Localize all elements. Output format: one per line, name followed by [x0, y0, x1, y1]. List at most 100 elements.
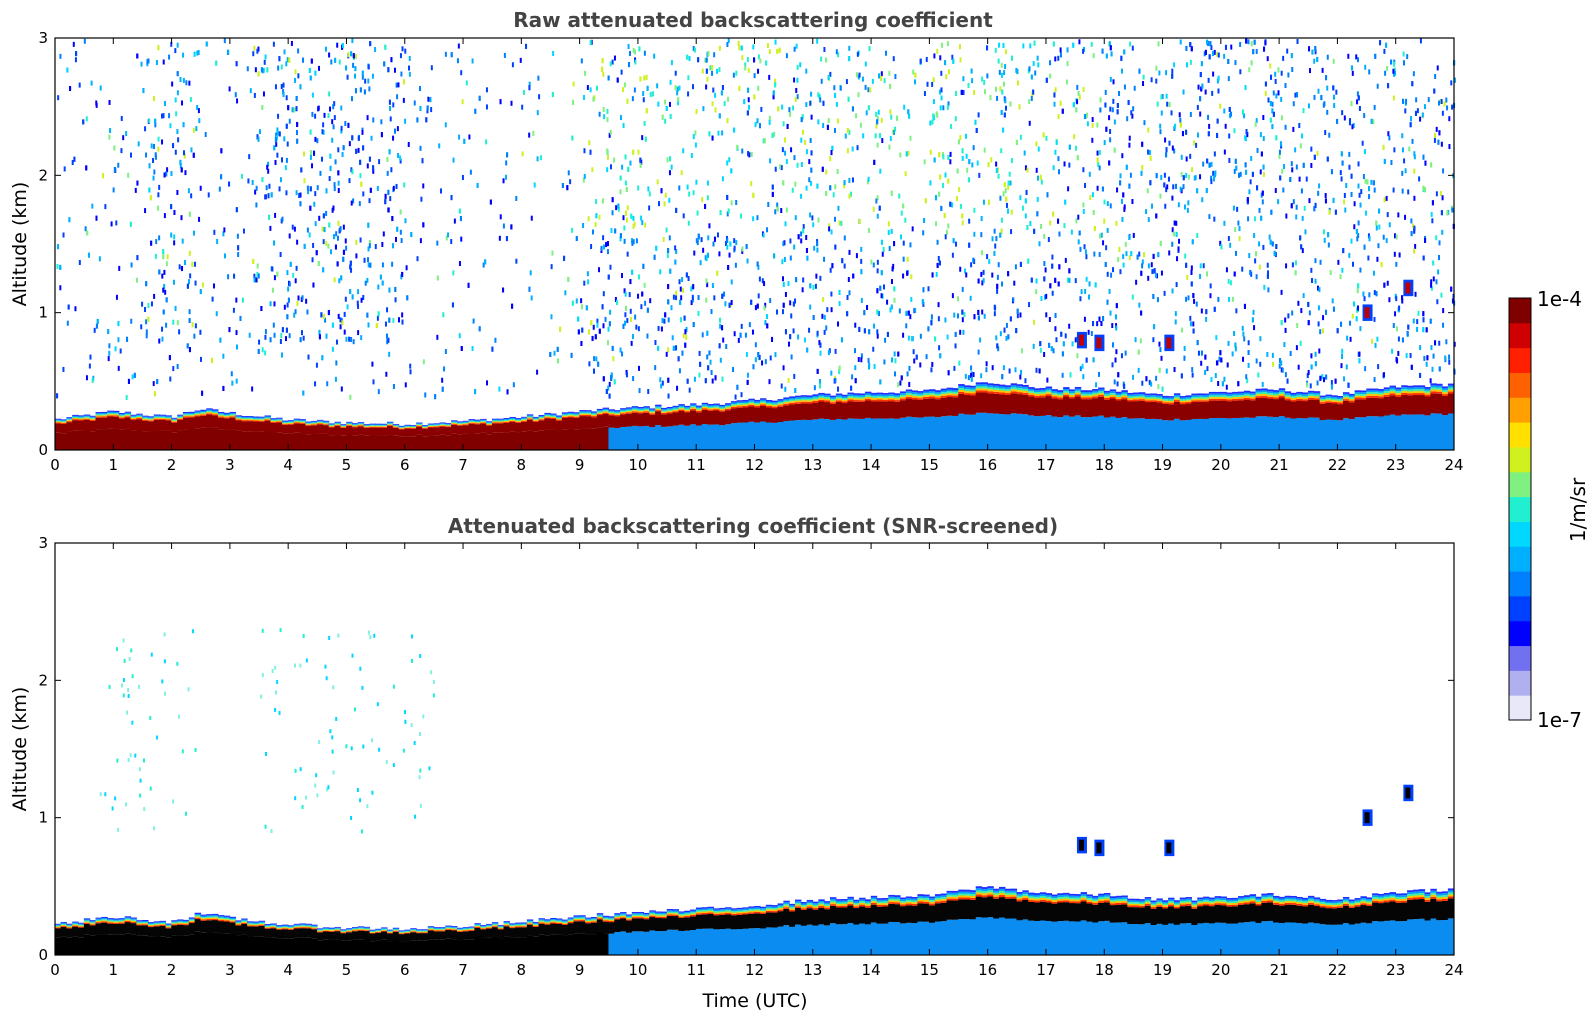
bl-edge-cell	[1255, 394, 1262, 397]
bl-edge-cell	[847, 394, 854, 397]
speckle-cell	[632, 223, 635, 229]
speckle-cell	[1373, 104, 1376, 110]
bl-edge-cell	[1430, 391, 1437, 394]
speckle-cell	[648, 191, 651, 197]
bl-core-cell	[1319, 403, 1327, 421]
bl-edge-cell	[666, 406, 674, 409]
speckle-cell	[983, 147, 986, 153]
bl-edge-cell	[964, 385, 971, 388]
speckle-cell	[318, 329, 321, 335]
bl-edge-cell	[480, 418, 487, 420]
bl-core-cell	[480, 423, 487, 433]
speckle-cell	[420, 196, 423, 202]
speckle-cell	[172, 366, 175, 372]
speckle-cell	[944, 172, 947, 178]
speckle-cell	[1068, 323, 1071, 329]
speckle-cell	[1350, 238, 1353, 244]
speckle-cell	[959, 329, 962, 335]
speckle-cell	[1385, 195, 1388, 201]
bl-edge-cell	[369, 426, 376, 427]
bl-edge-cell	[754, 405, 761, 408]
speckle-cell	[333, 115, 336, 121]
speckle-cell	[89, 354, 92, 360]
bl-edge-cell	[1401, 393, 1408, 395]
speckle-cell	[485, 87, 488, 93]
speckle-cell	[747, 67, 750, 73]
bl-edge-cell	[200, 414, 207, 416]
speckle-cell	[711, 378, 714, 384]
speckle-cell	[792, 328, 795, 334]
bl-edge-cell	[742, 402, 749, 405]
speckle-cell	[1052, 348, 1055, 354]
bl-edge-cell	[964, 389, 971, 392]
bl-edge-cell	[835, 396, 843, 399]
speckle-cell	[1195, 301, 1198, 307]
speckle-cell	[1318, 183, 1321, 189]
bl-edge-cell	[1063, 387, 1070, 389]
speckle-cell	[1189, 321, 1192, 327]
bl-low-cell	[147, 431, 155, 450]
speckle-cell	[1170, 110, 1173, 116]
speckle-cell	[613, 157, 616, 163]
bl-edge-cell	[1121, 391, 1128, 394]
bl-edge-cell	[1022, 392, 1029, 395]
speckle-cell	[85, 375, 88, 381]
bl-edge-cell	[853, 393, 860, 395]
speckle-cell	[194, 261, 197, 267]
speckle-cell	[735, 70, 738, 76]
bl-edge-cell	[672, 408, 680, 410]
bl-edge-cell	[1103, 396, 1111, 398]
speckle-cell	[633, 49, 636, 55]
speckle-cell	[1064, 257, 1067, 263]
bl-edge-cell	[101, 413, 108, 415]
bl-core-cell	[509, 421, 516, 432]
speckle-cell	[621, 273, 624, 279]
bl-low-cell	[1383, 415, 1391, 450]
speckle-cell	[293, 312, 296, 318]
bl-edge-cell	[200, 409, 207, 411]
bl-edge-cell	[136, 413, 143, 415]
bl-edge-cell	[1401, 391, 1408, 394]
speckle-cell	[407, 142, 410, 148]
bl-edge-cell	[1185, 398, 1192, 401]
speckle-cell	[294, 309, 297, 315]
speckle-cell	[994, 47, 997, 53]
speckle-cell	[1166, 101, 1169, 107]
bl-core-cell	[1150, 401, 1158, 419]
speckle-cell	[1090, 41, 1093, 47]
bl-edge-cell	[334, 425, 341, 426]
bl-low-cell	[1407, 414, 1414, 450]
bl-low-cell	[410, 436, 417, 450]
bl-low-cell	[824, 418, 831, 450]
speckle-cell	[1129, 41, 1132, 47]
speckle-cell	[1039, 347, 1042, 353]
speckle-cell	[1434, 132, 1437, 138]
bl-edge-cell	[95, 414, 102, 416]
speckle-cell	[91, 377, 94, 383]
speckle-cell	[1298, 176, 1301, 182]
bl-edge-cell	[1057, 397, 1064, 400]
speckle-cell	[469, 169, 472, 175]
bl-edge-cell	[276, 419, 283, 421]
bl-edge-cell	[1348, 398, 1356, 401]
bl-low-cell	[1331, 419, 1338, 450]
bl-edge-cell	[835, 400, 843, 403]
speckle-cell	[1403, 158, 1406, 164]
speckle-cell	[1159, 193, 1162, 199]
bl-edge-cell	[1354, 393, 1362, 396]
speckle-cell	[1372, 270, 1375, 276]
bl-edge-cell	[328, 423, 336, 425]
bl-edge-cell	[1109, 391, 1117, 394]
bl-edge-cell	[159, 417, 167, 419]
bl-core-cell	[952, 397, 959, 416]
speckle-cell	[641, 135, 644, 141]
speckle-cell	[327, 243, 330, 249]
speckle-cell	[261, 347, 264, 353]
bl-edge-cell	[730, 407, 738, 409]
speckle-cell	[370, 135, 373, 141]
speckle-cell	[1351, 261, 1354, 267]
speckle-cell	[1132, 106, 1135, 112]
bl-edge-cell	[468, 420, 475, 422]
bl-low-cell	[742, 422, 749, 450]
speckle-cell	[530, 215, 533, 221]
